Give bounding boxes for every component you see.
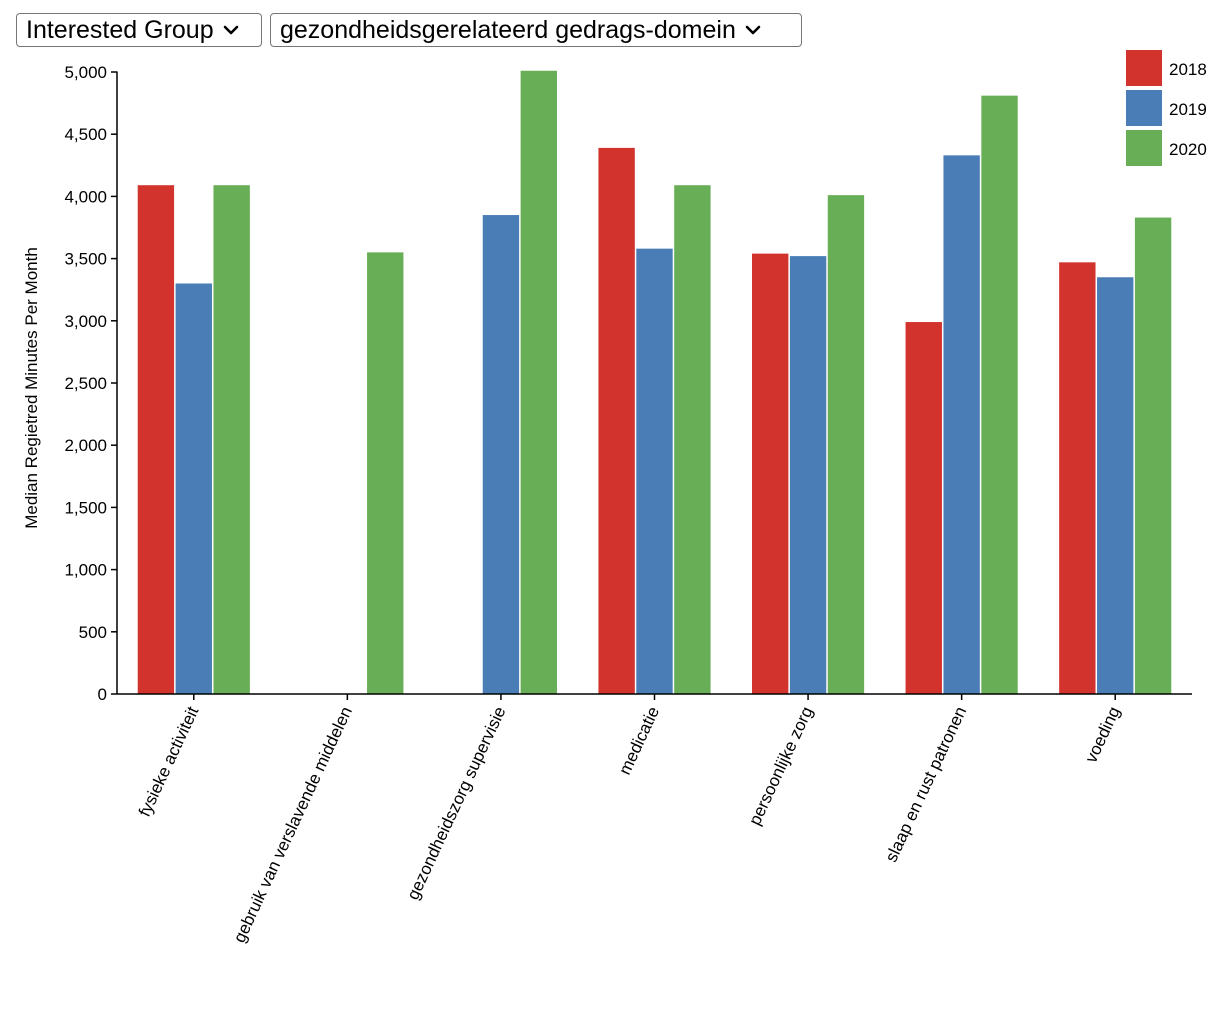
y-tick-label: 4,000	[64, 187, 107, 206]
bar-2019	[482, 215, 520, 694]
bar-2020	[674, 185, 711, 695]
y-tick-label: 2,000	[64, 436, 107, 455]
bar-2020	[1134, 217, 1172, 694]
x-tick-label: fysieke activiteit	[135, 703, 203, 819]
y-tick-label: 3,000	[64, 312, 107, 331]
y-tick-label: 0	[98, 685, 107, 704]
x-tick-label: slaap en rust patronen	[882, 704, 971, 865]
y-tick-label: 500	[79, 623, 107, 642]
bar-2018	[1059, 262, 1096, 694]
bar-2020	[367, 252, 404, 694]
x-tick-label: medicatie	[615, 704, 663, 778]
y-tick-label: 5,000	[64, 63, 107, 82]
x-tick-label: gebruik van verslavende middelen	[230, 704, 356, 946]
bar-2020	[520, 70, 557, 695]
legend-swatch-2018	[1126, 50, 1162, 86]
y-tick-label: 1,000	[64, 561, 107, 580]
x-tick-label: persoonlijke zorg	[745, 704, 817, 829]
bar-2019	[943, 155, 980, 694]
legend-label-2019: 2019	[1169, 100, 1207, 119]
bar-2020	[213, 185, 250, 695]
domain-select[interactable]: gezondheidsgerelateerd gedrags-domein	[270, 13, 802, 47]
interested-group-select-value: Interested Group	[26, 15, 214, 44]
legend-label-2020: 2020	[1169, 140, 1207, 159]
chevron-down-icon	[223, 25, 238, 35]
y-tick-label: 1,500	[64, 498, 107, 517]
y-tick-label: 4,500	[64, 125, 107, 144]
chevron-down-icon	[745, 25, 761, 35]
bar-2018	[598, 147, 635, 694]
bar-2019	[175, 283, 212, 694]
interested-group-select[interactable]: Interested Group	[16, 13, 262, 47]
bar-2018	[137, 185, 175, 695]
bar-2019	[789, 256, 827, 694]
bar-2019	[1097, 277, 1134, 694]
legend-label-2018: 2018	[1169, 60, 1207, 79]
bar-2019	[636, 248, 673, 694]
y-axis-title: Median Regietred Minutes Per Month	[22, 247, 41, 529]
bar-2018	[752, 253, 789, 694]
legend-swatch-2019	[1126, 90, 1162, 126]
x-tick-label: gezondheidszorg supervisie	[403, 704, 509, 903]
bar-2018	[905, 322, 942, 694]
legend-swatch-2020	[1126, 130, 1162, 166]
domain-select-value: gezondheidsgerelateerd gedrags-domein	[280, 15, 736, 44]
x-tick-label: voeding	[1081, 704, 1123, 766]
bar-2020	[827, 195, 865, 694]
y-tick-label: 2,500	[64, 374, 107, 393]
y-tick-label: 3,500	[64, 250, 107, 269]
bar-2020	[981, 95, 1018, 695]
